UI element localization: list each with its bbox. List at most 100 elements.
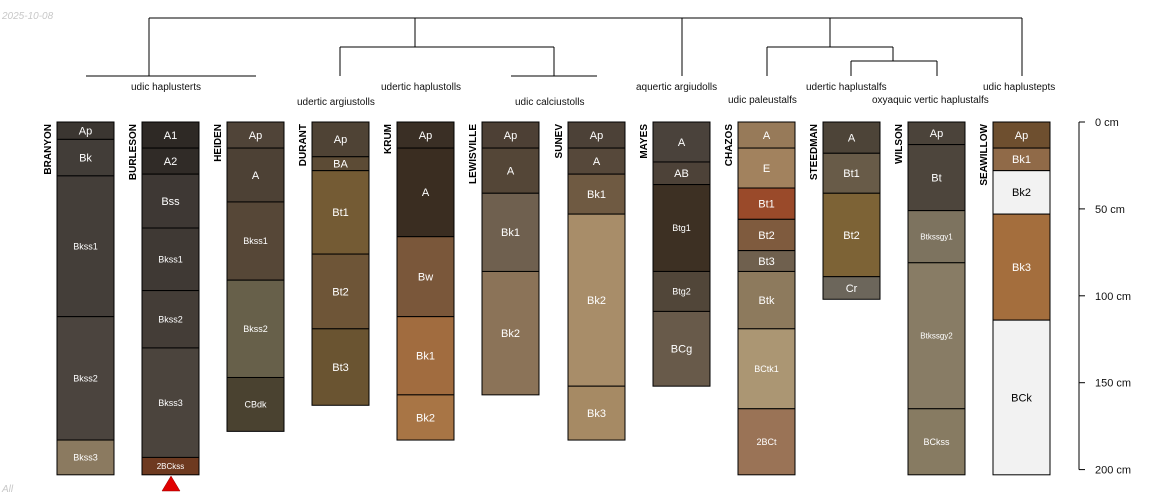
horizon-label: A — [422, 187, 430, 199]
horizon-label: A — [678, 137, 686, 149]
horizon-label: Bt1 — [332, 207, 349, 219]
horizon-label: Bkss1 — [158, 254, 183, 264]
horizon-label: A — [848, 132, 856, 144]
horizon-label: Ap — [504, 130, 517, 142]
horizon-label: Bk2 — [587, 295, 606, 307]
horizon-label: Btkssgy1 — [920, 233, 953, 242]
horizon-label: Btg2 — [672, 287, 691, 297]
soil-profile: Ap Bt Btkssgy1 Btkssgy2 BCkss WILSON — [894, 121, 966, 476]
horizon-label: BCkss — [923, 437, 950, 447]
horizon-block — [226, 201, 285, 281]
horizon-block — [311, 170, 370, 255]
horizon-block — [226, 376, 285, 432]
horizon-block — [737, 187, 796, 220]
horizon-block — [822, 276, 881, 300]
selection-marker-icon — [161, 475, 181, 492]
horizon-label: BA — [333, 159, 348, 171]
horizon-label: Bss — [161, 196, 180, 208]
soil-profile: Ap BA Bt1 Bt2 Bt3 DURANT — [298, 121, 370, 406]
horizon-label: Bk3 — [587, 408, 606, 420]
horizon-block — [481, 270, 540, 396]
horizon-label: Bt2 — [758, 230, 775, 242]
horizon-label: Ap — [334, 134, 347, 146]
horizon-block — [481, 121, 540, 149]
horizon-block — [481, 192, 540, 272]
profile-name: BURLESON — [128, 124, 139, 180]
horizon-label: Ap — [930, 128, 943, 140]
soil-profile: Ap A Bkss1 Bkss2 CBdk HEIDEN — [213, 121, 285, 432]
horizon-block — [737, 147, 796, 189]
horizon-block — [652, 310, 711, 387]
horizon-block — [141, 121, 200, 149]
horizon-block — [737, 408, 796, 476]
horizon-block — [737, 218, 796, 252]
horizon-block — [652, 270, 711, 312]
taxon-label: udertic haplustalfs — [806, 82, 887, 93]
profile-name: HEIDEN — [213, 124, 224, 162]
axis-tick-label: 50 cm — [1095, 204, 1125, 216]
soil-profile: Ap A Bk1 Bk2 Bk3 SUNEV — [554, 121, 626, 441]
taxon-label: aquertic argiudolls — [636, 82, 717, 93]
horizon-label: Bk1 — [1012, 154, 1031, 166]
horizon-label: Bw — [418, 272, 433, 284]
corner-label: All — [1, 484, 14, 495]
horizon-block — [56, 138, 115, 177]
horizon-label: Bk — [79, 152, 92, 164]
profile-name: SEAWILLOW — [979, 123, 990, 185]
horizon-label: A1 — [164, 130, 177, 142]
taxon-labels: udic haplusterts udertic argiustolls ude… — [131, 82, 1055, 108]
horizon-label: Bk1 — [416, 351, 435, 363]
horizon-label: Ap — [590, 130, 603, 142]
horizon-block — [567, 173, 626, 215]
profile-name: MAYES — [639, 124, 650, 159]
profile-name: LEWISVILLE — [468, 124, 479, 184]
soil-profile: A E Bt1 Bt2 Bt3 Btk BCtk1 2BCt CHAZOS — [724, 121, 796, 476]
horizon-label: Bkss2 — [243, 324, 268, 334]
horizon-label: CBdk — [244, 400, 267, 410]
profile-name: SUNEV — [554, 124, 565, 159]
horizon-block — [141, 227, 200, 292]
horizon-label: Bk1 — [501, 227, 520, 239]
horizon-block — [141, 290, 200, 349]
horizon-label: A — [252, 170, 260, 182]
horizon-label: Bk2 — [416, 412, 435, 424]
horizon-label: Bt1 — [758, 199, 775, 211]
soil-profile: Ap A Bw Bk1 Bk2 KRUM — [383, 121, 455, 441]
horizon-label: Btg1 — [672, 223, 691, 233]
horizon-label: Ap — [419, 130, 432, 142]
soil-profile: A1 A2 Bss Bkss1 Bkss2 Bkss3 2BCkss BURLESON — [128, 121, 200, 476]
depth-axis: 0 cm 50 cm 100 cm 150 cm 200 cm — [1078, 117, 1131, 477]
horizon-label: Bkss3 — [73, 453, 98, 463]
horizon-label: Bt — [931, 172, 941, 184]
taxon-label: udic calciustolls — [515, 97, 584, 108]
horizon-block — [311, 328, 370, 406]
horizon-block — [141, 456, 200, 476]
profile-name: CHAZOS — [724, 124, 735, 167]
horizon-label: Bt2 — [332, 286, 349, 298]
horizon-label: A — [763, 130, 771, 142]
horizon-block — [396, 147, 455, 238]
taxon-label: udertic haplustolls — [381, 82, 461, 93]
horizon-block — [396, 394, 455, 441]
soil-profiles: Ap Bk Bkss1 Bkss2 Bkss3 BRANYON A1 A2 Bss Bkss1 Bk… — [43, 121, 1051, 476]
horizon-block — [396, 121, 455, 149]
horizon-label: Bk2 — [501, 328, 520, 340]
horizon-block — [737, 270, 796, 330]
profile-name: WILSON — [894, 124, 905, 164]
horizon-label: AB — [674, 168, 689, 180]
horizon-label: BCg — [671, 344, 692, 356]
horizon-label: 2BCkss — [157, 462, 185, 471]
horizon-label: Bkss2 — [158, 314, 183, 324]
horizon-block — [311, 253, 370, 330]
horizon-label: 2BCt — [756, 437, 777, 447]
horizon-label: Bkss2 — [73, 374, 98, 384]
horizon-label: A2 — [164, 156, 177, 168]
horizon-label: Bkss3 — [158, 398, 183, 408]
horizon-block — [737, 121, 796, 149]
horizon-label: Ap — [249, 130, 262, 142]
horizon-block — [56, 439, 115, 476]
horizon-block — [907, 262, 966, 410]
horizon-label: Bk2 — [1012, 187, 1031, 199]
horizon-block — [822, 192, 881, 278]
